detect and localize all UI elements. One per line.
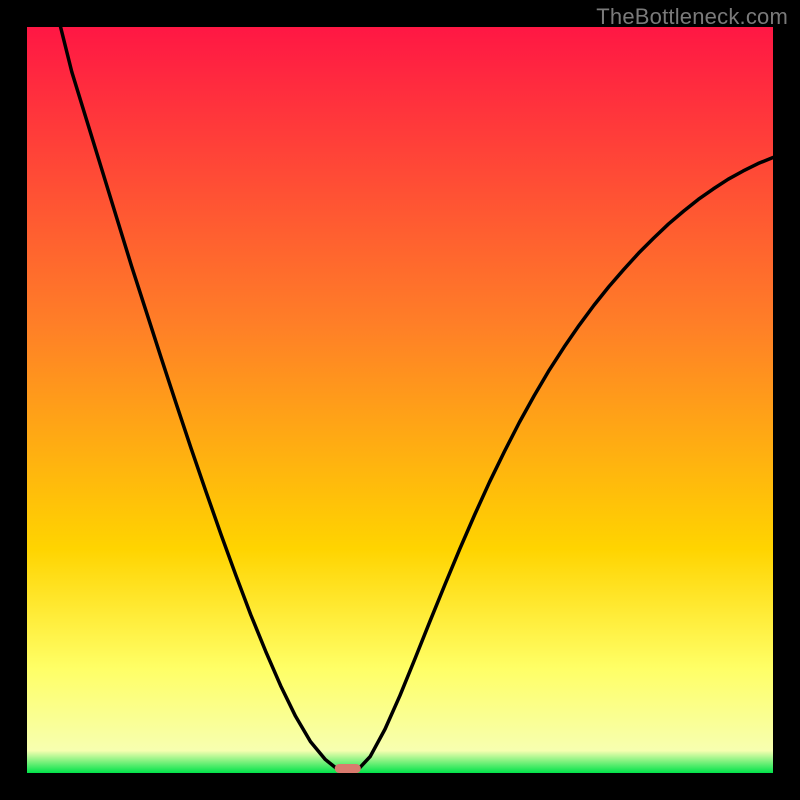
watermark-text: TheBottleneck.com xyxy=(596,4,788,30)
curve-left xyxy=(61,27,348,772)
bottom-marker xyxy=(335,764,361,773)
curve-right xyxy=(348,158,773,773)
chart-svg xyxy=(27,27,773,773)
chart-frame: TheBottleneck.com xyxy=(0,0,800,800)
plot-area xyxy=(27,27,773,773)
